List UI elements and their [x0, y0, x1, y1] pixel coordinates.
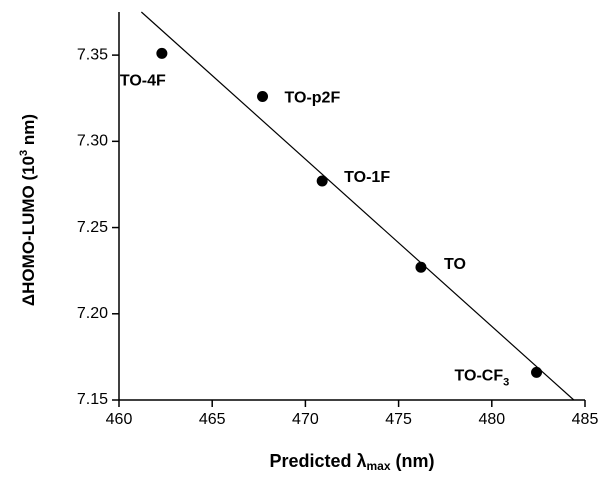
point-label-part: TO: [444, 256, 466, 273]
y-tick-label: 7.30: [77, 133, 108, 150]
point: [415, 261, 427, 273]
x-title-sub: max: [367, 459, 391, 473]
x-title-part: (nm): [391, 451, 435, 471]
point-label-part: TO-p2F: [285, 90, 341, 107]
point-label-part: TO-CF: [455, 368, 504, 385]
y-title-sup: 3: [18, 150, 30, 156]
y-axis-title: ΔHOMO-LUMO (103 nm): [18, 114, 39, 306]
point: [156, 47, 168, 59]
point-label-sub: 3: [503, 376, 509, 388]
point: [257, 90, 269, 102]
x-tick-label: 460: [106, 411, 133, 428]
point: [531, 366, 543, 378]
x-tick-label: 465: [199, 411, 226, 428]
y-tick-label: 7.20: [77, 305, 108, 322]
x-tick-label: 480: [478, 411, 505, 428]
x-tick-label: 485: [572, 411, 599, 428]
point-label: TO: [444, 256, 466, 273]
y-title-part: ΔHOMO-LUMO (10: [19, 156, 38, 306]
y-title-part: nm): [19, 114, 38, 150]
x-title-part: Predicted λ: [269, 451, 366, 471]
y-tick-label: 7.15: [77, 391, 108, 408]
x-axis-title: Predicted λmax (nm): [269, 451, 434, 473]
point: [316, 175, 328, 187]
point-label-part: TO-4F: [120, 73, 166, 90]
point-label: TO-CF3: [455, 368, 510, 389]
point-label: TO-p2F: [285, 90, 341, 107]
x-tick-label: 475: [385, 411, 412, 428]
y-tick-label: 7.35: [77, 46, 108, 63]
point-label: TO-4F: [120, 73, 166, 90]
point-label: TO-1F: [344, 169, 390, 186]
point-label-part: TO-1F: [344, 169, 390, 186]
fit-line: [140, 11, 575, 401]
x-tick-label: 470: [292, 411, 319, 428]
y-tick-label: 7.25: [77, 219, 108, 236]
